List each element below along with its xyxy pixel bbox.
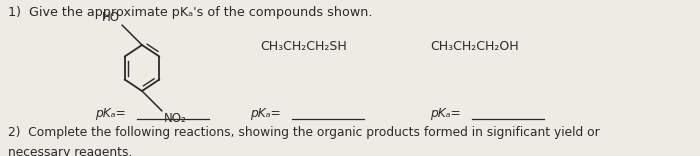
Text: HO: HO: [102, 11, 120, 24]
Text: necessary reagents.: necessary reagents.: [8, 146, 132, 156]
Text: pKₐ=: pKₐ=: [95, 107, 126, 120]
Text: pKₐ=: pKₐ=: [430, 107, 461, 120]
Text: NO₂: NO₂: [164, 112, 186, 125]
Text: CH₃CH₂CH₂OH: CH₃CH₂CH₂OH: [430, 39, 519, 53]
Text: 2)  Complete the following reactions, showing the organic products formed in sig: 2) Complete the following reactions, sho…: [8, 126, 600, 139]
Text: 1)  Give the approximate pKₐ's of the compounds shown.: 1) Give the approximate pKₐ's of the com…: [8, 6, 372, 19]
Text: CH₃CH₂CH₂SH: CH₃CH₂CH₂SH: [260, 39, 346, 53]
Text: pKₐ=: pKₐ=: [250, 107, 281, 120]
